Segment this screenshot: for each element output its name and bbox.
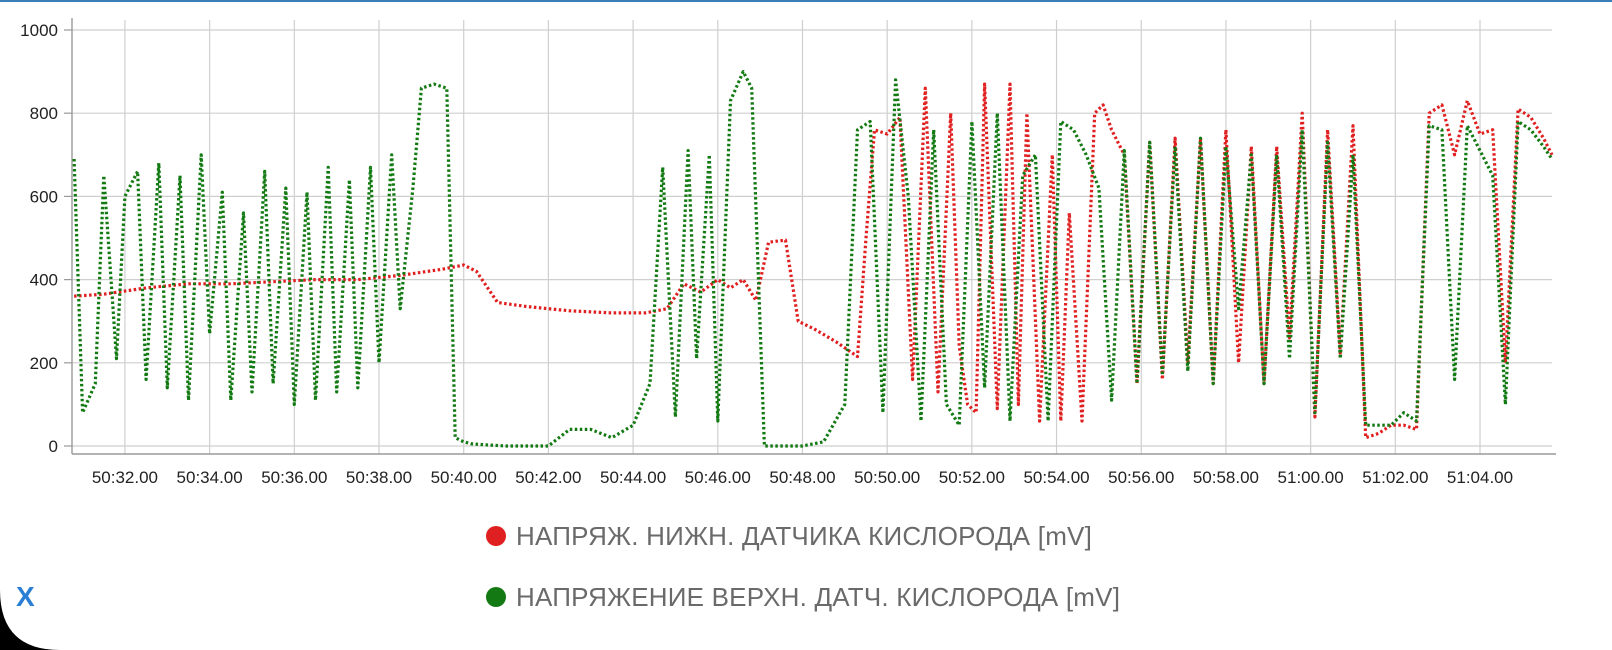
y-tick-label: 800 bbox=[30, 104, 58, 123]
y-tick-label: 1000 bbox=[20, 21, 58, 40]
close-button[interactable]: X bbox=[16, 580, 35, 614]
x-tick-label: 51:02.00 bbox=[1362, 468, 1428, 487]
x-tick-label: 50:58.00 bbox=[1193, 468, 1259, 487]
legend-dot-red bbox=[486, 526, 506, 546]
series-line-upper-sensor bbox=[72, 69, 1554, 448]
x-tick-label: 50:40.00 bbox=[431, 468, 497, 487]
close-icon: X bbox=[16, 581, 35, 612]
x-tick-label: 50:44.00 bbox=[600, 468, 666, 487]
x-tick-label: 50:52.00 bbox=[939, 468, 1005, 487]
y-tick-label: 600 bbox=[30, 187, 58, 206]
legend-item-upper-sensor[interactable]: НАПРЯЖЕНИЕ ВЕРХН. ДАТЧ. КИСЛОРОДА [mV] bbox=[486, 580, 1120, 614]
corner-decoration bbox=[0, 590, 60, 650]
x-tick-label: 51:00.00 bbox=[1278, 468, 1344, 487]
legend-dot-green bbox=[486, 587, 506, 607]
series-line-lower-sensor bbox=[73, 82, 1554, 440]
x-tick-label: 50:34.00 bbox=[177, 468, 243, 487]
x-tick-label: 50:46.00 bbox=[685, 468, 751, 487]
y-tick-label: 200 bbox=[30, 354, 58, 373]
legend-label-lower-sensor: НАПРЯЖ. НИЖН. ДАТЧИКА КИСЛОРОДА [mV] bbox=[516, 520, 1093, 551]
x-tick-label: 50:36.00 bbox=[261, 468, 327, 487]
x-tick-label: 50:42.00 bbox=[515, 468, 581, 487]
x-tick-label: 50:38.00 bbox=[346, 468, 412, 487]
x-tick-label: 51:04.00 bbox=[1447, 468, 1513, 487]
x-tick-label: 50:56.00 bbox=[1108, 468, 1174, 487]
x-tick-label: 50:32.00 bbox=[92, 468, 158, 487]
legend-label-upper-sensor: НАПРЯЖЕНИЕ ВЕРХН. ДАТЧ. КИСЛОРОДА [mV] bbox=[516, 581, 1121, 612]
y-tick-label: 0 bbox=[49, 437, 58, 456]
x-tick-label: 50:48.00 bbox=[769, 468, 835, 487]
y-tick-label: 400 bbox=[30, 271, 58, 290]
x-tick-label: 50:54.00 bbox=[1023, 468, 1089, 487]
oxygen-sensor-chart: 0 200 400 600 800 1000 50:32.00 50:34.00 50:36.0… bbox=[20, 18, 1556, 487]
x-tick-label: 50:50.00 bbox=[854, 468, 920, 487]
legend-item-lower-sensor[interactable]: НАПРЯЖ. НИЖН. ДАТЧИКА КИСЛОРОДА [mV] bbox=[486, 519, 1092, 553]
top-divider bbox=[0, 0, 1612, 2]
